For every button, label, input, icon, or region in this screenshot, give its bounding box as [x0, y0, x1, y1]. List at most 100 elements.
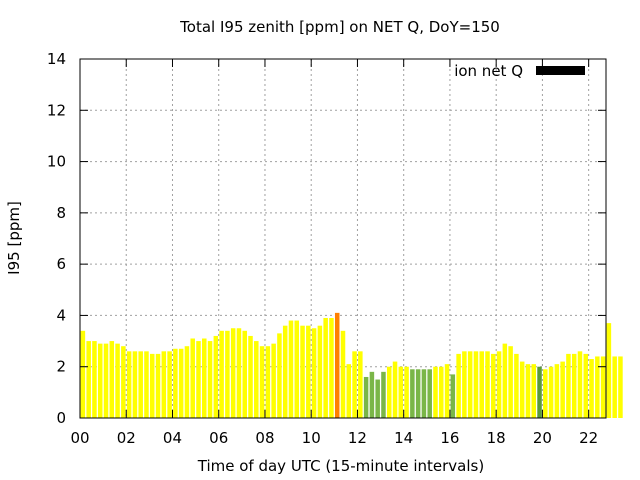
- bar: [311, 328, 317, 418]
- legend: ion net Q: [454, 62, 585, 80]
- bar: [369, 371, 375, 418]
- bar: [525, 364, 531, 418]
- bar: [317, 325, 323, 418]
- bar: [190, 338, 195, 418]
- bar: [271, 343, 276, 418]
- bar: [178, 348, 184, 418]
- y-tick-label: 12: [47, 101, 66, 119]
- bar: [410, 369, 415, 418]
- bar: [155, 353, 161, 418]
- bar: [294, 320, 300, 418]
- y-tick-label: 8: [56, 204, 66, 222]
- bar: [479, 351, 484, 418]
- bar: [363, 376, 369, 418]
- bar: [618, 356, 623, 418]
- bar: [352, 351, 357, 418]
- bar: [392, 361, 398, 418]
- x-tick-label: 22: [579, 429, 598, 447]
- bar: [566, 353, 571, 418]
- bar: [236, 328, 242, 418]
- plot-frame: [79, 58, 607, 419]
- x-axis-label: Time of day UTC (15-minute intervals): [197, 457, 484, 475]
- bar: [404, 366, 409, 418]
- bar: [496, 351, 502, 418]
- bar: [462, 351, 467, 418]
- bar: [132, 351, 138, 418]
- bar: [589, 359, 594, 418]
- bar: [358, 351, 363, 418]
- bar: [554, 364, 560, 418]
- bar: [138, 351, 143, 418]
- bar: [80, 330, 86, 418]
- bar: [485, 351, 490, 418]
- bar: [386, 366, 392, 418]
- bar: [473, 351, 479, 418]
- x-tick-label: 20: [533, 429, 552, 447]
- y-tick-label: 4: [56, 306, 66, 324]
- bar: [456, 353, 461, 418]
- bar: [375, 379, 380, 418]
- bar: [439, 366, 444, 418]
- bar: [213, 335, 219, 418]
- bar: [467, 351, 473, 418]
- bar: [196, 341, 201, 418]
- bar: [531, 364, 537, 418]
- bar: [109, 341, 115, 418]
- bar: [415, 369, 421, 418]
- bar: [173, 348, 178, 418]
- bar: [259, 346, 265, 418]
- bar: [508, 346, 513, 418]
- bar: [254, 341, 259, 418]
- chart-title: Total I95 zenith [ppm] on NET Q, DoY=150: [179, 18, 500, 36]
- legend-label: ion net Q: [454, 62, 523, 80]
- bar: [491, 353, 496, 418]
- bar: [149, 353, 155, 418]
- bar: [543, 369, 548, 418]
- x-tick-label: 02: [117, 429, 136, 447]
- x-tick-label: 10: [302, 429, 321, 447]
- y-tick-label: 0: [56, 409, 66, 427]
- bar: [595, 356, 600, 418]
- x-tick-label: 00: [70, 429, 89, 447]
- bar: [288, 320, 294, 418]
- bar: [265, 346, 271, 418]
- bar: [161, 351, 167, 418]
- bar: [225, 330, 230, 418]
- bar: [334, 312, 340, 418]
- y-tick-label: 2: [56, 358, 66, 376]
- bar: [427, 369, 432, 418]
- bar: [92, 341, 97, 418]
- bar: [444, 364, 450, 418]
- bar: [346, 364, 352, 418]
- bar: [86, 341, 91, 418]
- bar: [548, 366, 554, 418]
- bar: [277, 333, 282, 418]
- x-tick-label: 04: [163, 429, 182, 447]
- bar: [144, 351, 149, 418]
- bar: [583, 353, 589, 418]
- bar: [612, 356, 617, 418]
- bar: [514, 353, 519, 418]
- x-tick-label: 16: [440, 429, 459, 447]
- bar: [184, 346, 190, 418]
- x-tick-label: 12: [348, 429, 367, 447]
- bar: [121, 346, 126, 418]
- x-tick-label: 08: [255, 429, 274, 447]
- bar: [282, 325, 288, 418]
- bar: [306, 325, 311, 418]
- x-tick-label: 18: [487, 429, 506, 447]
- bar: [219, 330, 224, 418]
- legend-swatch: [536, 66, 585, 75]
- bar: [242, 330, 247, 418]
- x-tick-label: 06: [209, 429, 228, 447]
- bar: [323, 317, 328, 418]
- bar: [126, 351, 132, 418]
- bar: [103, 343, 109, 418]
- bar: [167, 351, 172, 418]
- bar: [577, 351, 583, 418]
- y-axis-label: I95 [ppm]: [5, 201, 23, 275]
- bar: [340, 330, 346, 418]
- bar: [230, 328, 236, 418]
